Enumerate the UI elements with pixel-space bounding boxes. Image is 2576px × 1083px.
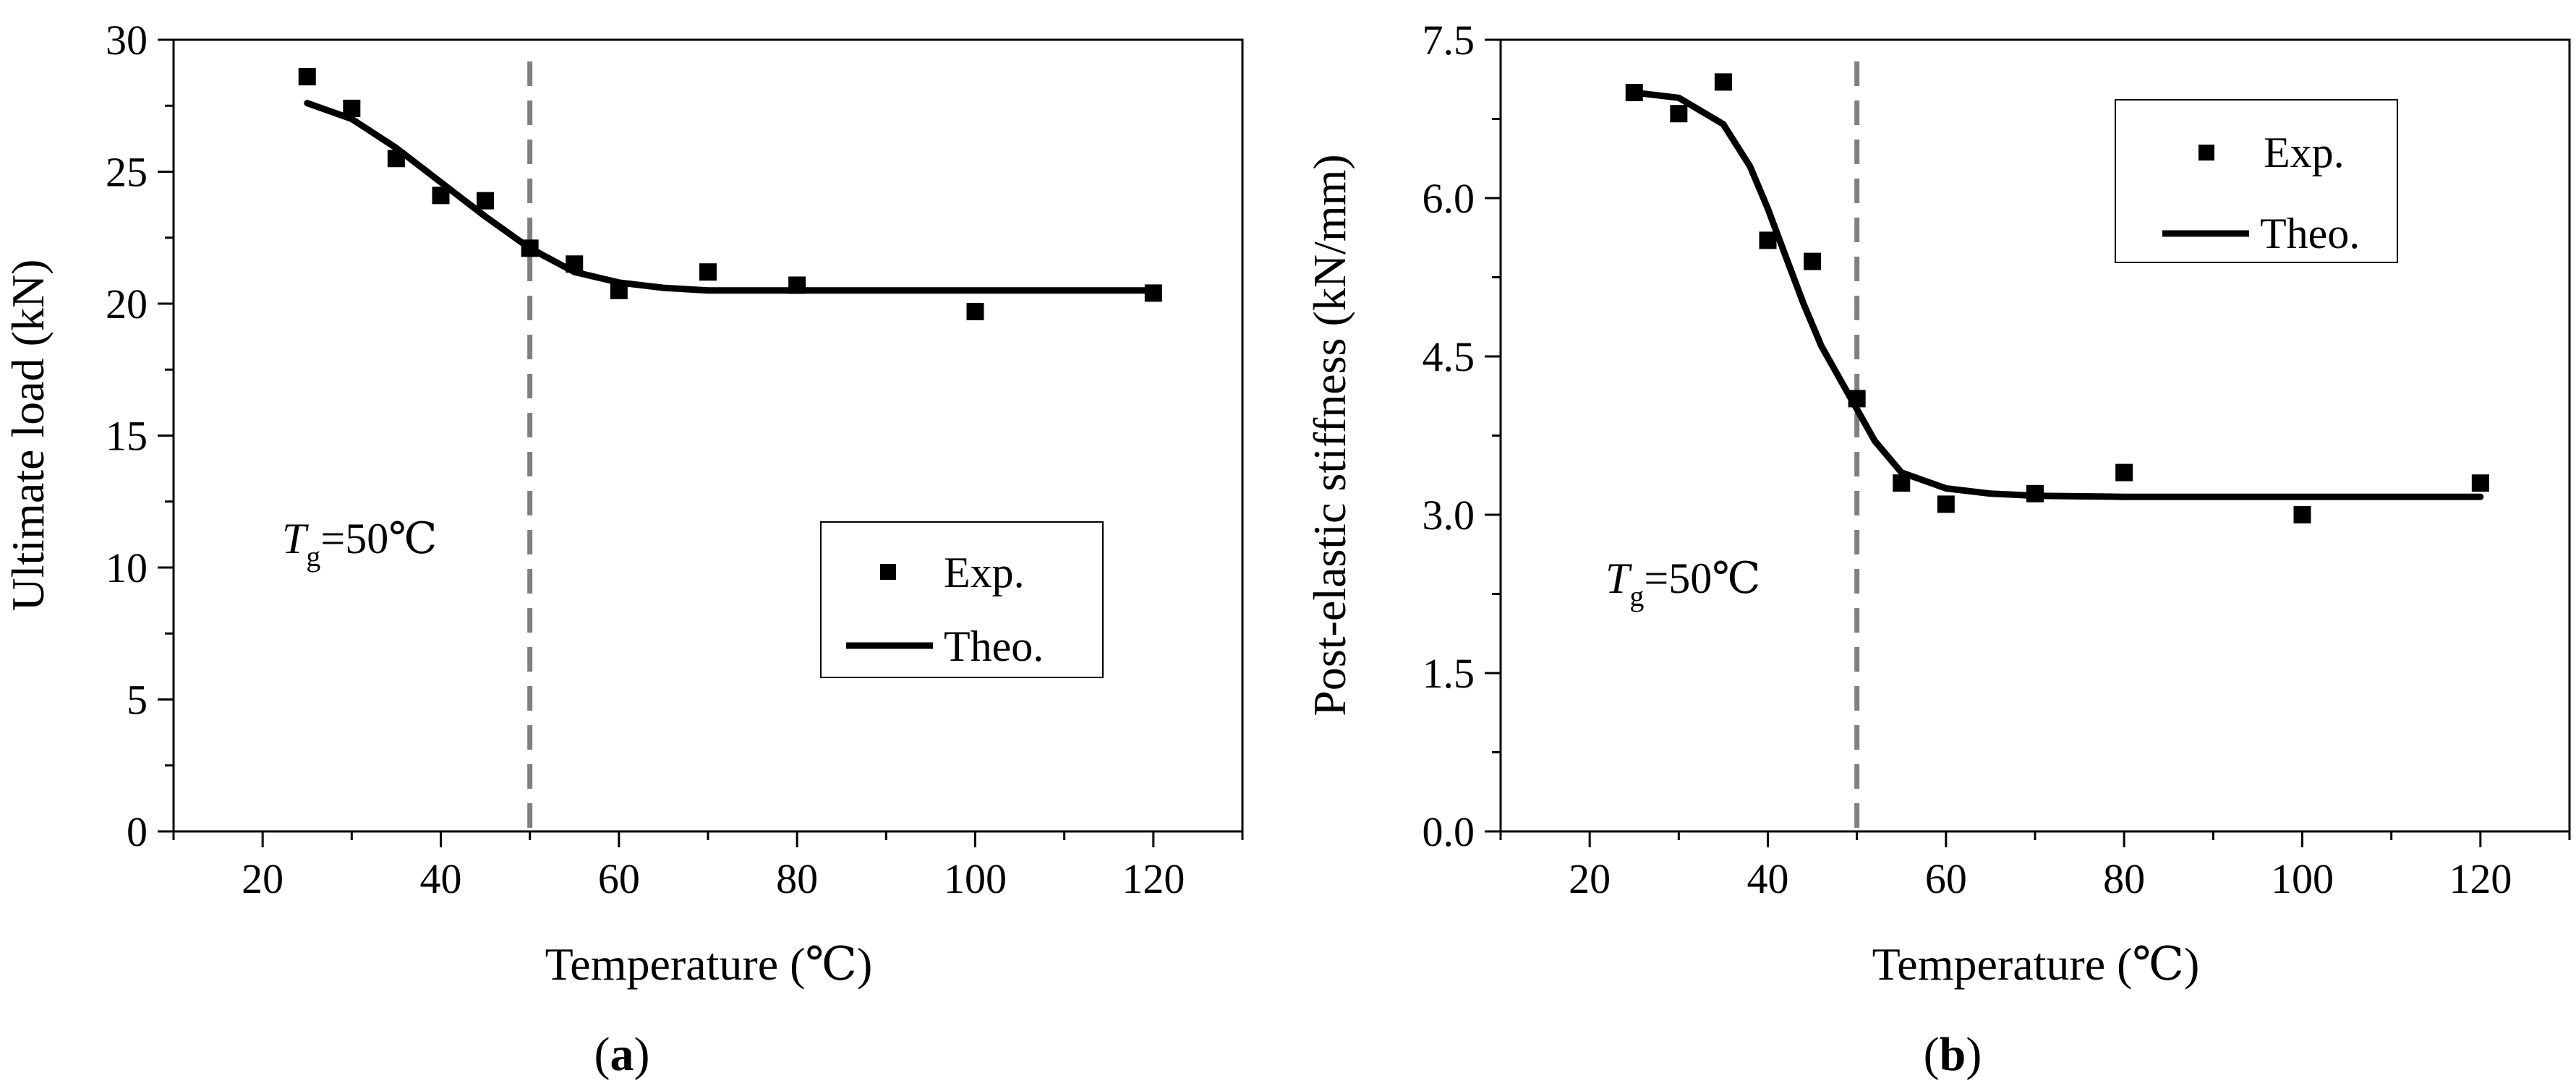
chart-b-exp-point: [1625, 84, 1643, 101]
chart-b-x-axis-label: Temperature (℃): [1872, 938, 2200, 990]
chart-a-exp-point: [432, 187, 450, 205]
chart-b-exp-point: [1804, 252, 1822, 270]
chart-a-legend: Exp. Theo.: [820, 521, 1104, 678]
chart-a-ticks: 20 40 60 80 100 120 0 5 10 15 20 25 30: [106, 17, 1244, 902]
chart-a-y-tick-label: 25: [106, 149, 148, 196]
chart-b-exp-point: [2026, 484, 2044, 502]
chart-a-x-axis-label: Temperature (℃): [545, 938, 873, 990]
chart-b-y-tick-label: 6.0: [1423, 175, 1475, 222]
chart-b-panel-letter: b: [1940, 1028, 1966, 1081]
chart-a-legend-box: [820, 521, 1104, 678]
chart-a-exp-point: [610, 281, 628, 299]
chart-b-theo-line: [1631, 89, 2484, 500]
chart-a-x-tick-label: 20: [242, 855, 283, 902]
chart-b-y-tick-label: 4.5: [1423, 333, 1475, 380]
chart-b-x-tick-label: 20: [1569, 855, 1611, 902]
chart-b-exp-point: [1893, 474, 1911, 492]
chart-a-exp-point: [521, 239, 539, 257]
chart-b-y-axis-label: Post-elastic stiffness (kN/mm): [1304, 154, 1355, 716]
chart-a-panel-label: (a): [594, 1028, 650, 1081]
chart-a-y-tick-label: 0: [127, 808, 148, 855]
chart-a-x-tick-label: 40: [420, 855, 462, 902]
chart-a-exp-point: [699, 263, 717, 281]
chart-a-y-tick-label: 5: [127, 677, 148, 724]
chart-b-x-tick-label: 120: [2449, 855, 2512, 902]
chart-b-exp-point: [1759, 231, 1777, 249]
chart-b-marks: [1625, 61, 2489, 831]
chart-a-legend-exp-label: Exp.: [944, 549, 1025, 596]
chart-b-ticks: 20 40 60 80 100 120 0.0 1.5 3.0 4.5 6.0 7.5: [1423, 17, 2571, 902]
chart-a-exp-point: [1144, 284, 1162, 302]
chart-a-y-tick-label: 20: [106, 281, 148, 328]
chart-b-legend-exp-label: Exp.: [2264, 129, 2345, 176]
chart-panel-a: 20 40 60 80 100 120 0 5 10 15 20 25 30 Ultimate load…: [2, 17, 1244, 1081]
tg-symbol: T: [282, 515, 309, 562]
chart-b-exp-point: [1714, 73, 1732, 91]
chart-b-exp-point: [2471, 474, 2489, 492]
chart-b-exp-point: [2293, 506, 2311, 523]
chart-b-legend: Exp. Theo.: [2115, 99, 2398, 263]
chart-b-exp-point: [1937, 495, 1955, 513]
chart-a-marks: [298, 61, 1162, 831]
tg-subscript: g: [1629, 580, 1644, 612]
chart-a-exp-point: [788, 276, 806, 294]
chart-a-legend-theo-label: Theo.: [944, 622, 1044, 670]
chart-a-x-tick-label: 100: [944, 855, 1007, 902]
tg-value: =50℃: [1644, 555, 1760, 602]
chart-a-exp-point: [477, 192, 495, 210]
chart-a-exp-point: [966, 302, 984, 320]
chart-b-x-tick-label: 60: [1925, 855, 1967, 902]
chart-a-x-tick-label: 60: [598, 855, 640, 902]
chart-b-legend-theo-label: Theo.: [2260, 210, 2360, 257]
chart-a-y-tick-label: 15: [106, 413, 148, 460]
chart-b-exp-point: [2115, 463, 2133, 481]
chart-a-x-tick-label: 120: [1122, 855, 1185, 902]
chart-b-legend-exp-marker: [2198, 145, 2214, 160]
tg-symbol: T: [1605, 555, 1632, 602]
chart-a-exp-point: [298, 68, 316, 86]
chart-a-threshold-label: Tg=50℃: [282, 515, 437, 573]
chart-b-exp-point: [1670, 105, 1688, 123]
chart-a-y-tick-label: 30: [106, 17, 148, 64]
chart-b-x-tick-label: 100: [2271, 855, 2334, 902]
chart-panel-b: 20 40 60 80 100 120 0.0 1.5 3.0 4.5 6.0 7.5 Post-el…: [1304, 17, 2571, 1081]
tg-subscript: g: [306, 540, 320, 573]
chart-b-panel-label: (b): [1924, 1028, 1982, 1081]
chart-a-exp-point: [566, 255, 584, 273]
chart-b-y-tick-label: 7.5: [1423, 17, 1475, 64]
chart-b-y-tick-label: 3.0: [1423, 492, 1475, 539]
chart-a-exp-point: [387, 150, 405, 168]
chart-b-exp-point: [1848, 390, 1866, 408]
chart-a-legend-exp-marker: [880, 564, 896, 580]
chart-a-y-tick-label: 10: [106, 544, 148, 591]
chart-a-y-axis-label: Ultimate load (kN): [2, 260, 54, 612]
chart-b-threshold-label: Tg=50℃: [1605, 555, 1760, 612]
tg-value: =50℃: [320, 515, 437, 562]
chart-b-x-tick-label: 80: [2103, 855, 2145, 902]
chart-b-y-tick-label: 0.0: [1423, 808, 1475, 855]
chart-b-x-tick-label: 40: [1747, 855, 1789, 902]
chart-a-x-tick-label: 80: [776, 855, 818, 902]
chart-b-y-tick-label: 1.5: [1423, 650, 1475, 697]
chart-a-panel-letter: a: [610, 1028, 634, 1081]
chart-a-exp-point: [343, 99, 361, 117]
